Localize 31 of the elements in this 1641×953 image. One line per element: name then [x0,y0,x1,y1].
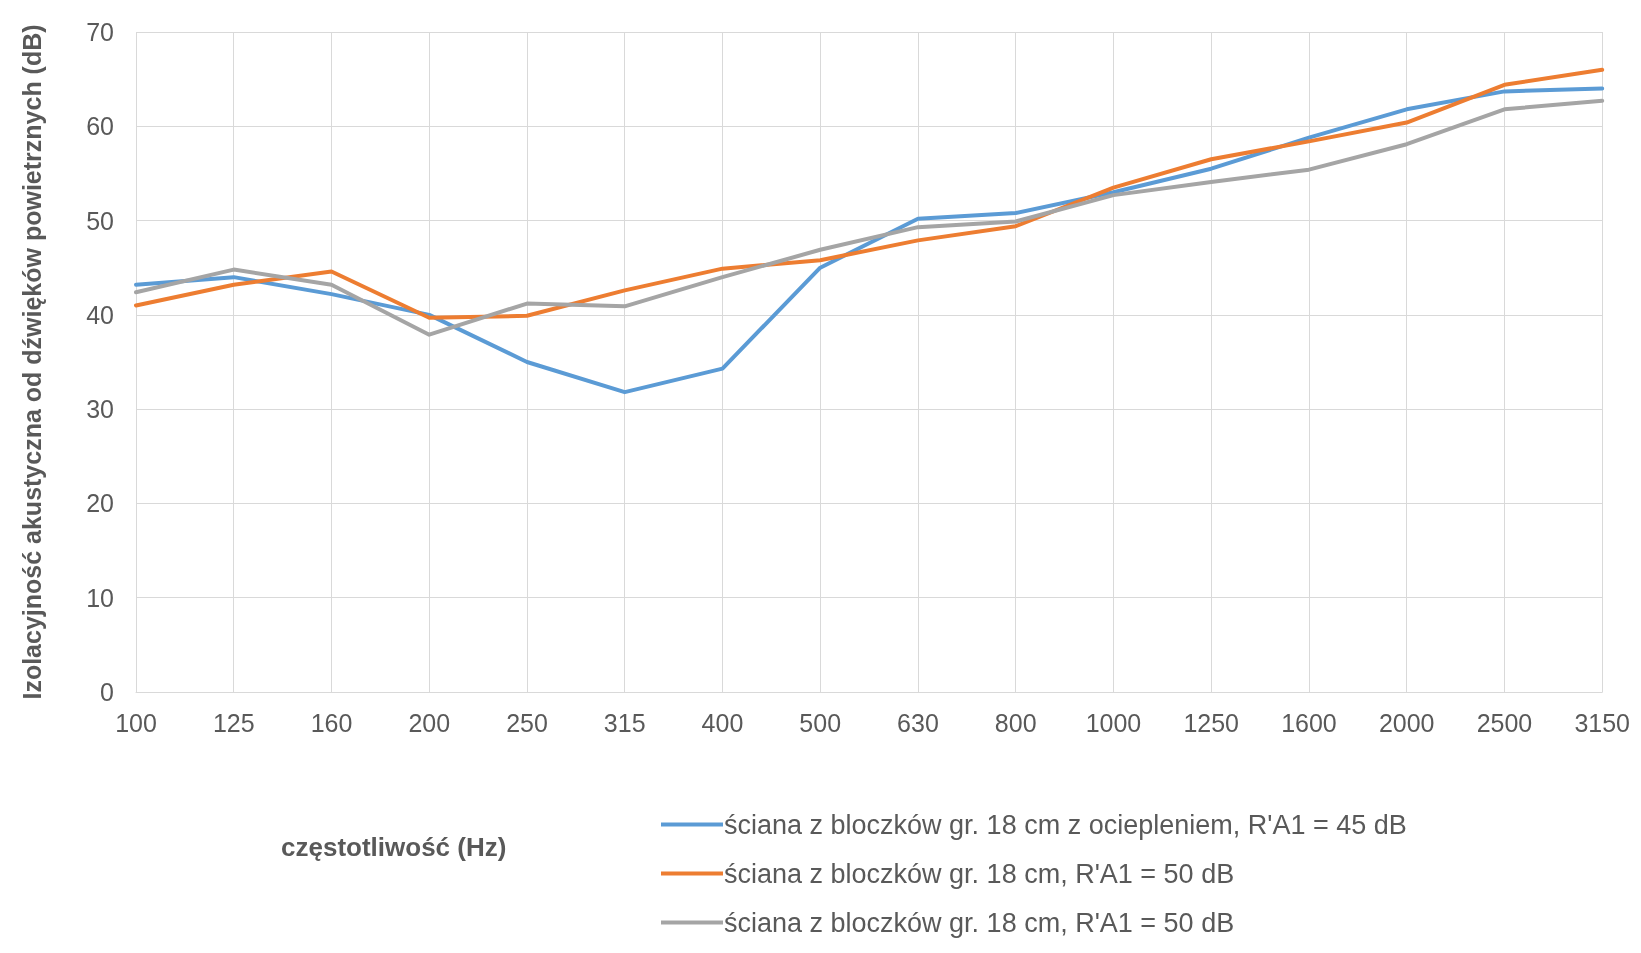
x-tick-label: 125 [212,708,255,737]
legend-label: ściana z bloczków gr. 18 cm, R'A1 = 50 dB [724,907,1235,938]
x-tick-label: 160 [310,708,353,737]
x-tick-label: 2500 [1476,708,1533,737]
y-tick-label: 20 [86,489,114,518]
x-tick-label: 2000 [1378,708,1435,737]
x-tick-label: 500 [799,708,842,737]
x-tick-label: 250 [506,708,548,737]
x-tick-label: 3150 [1574,708,1630,737]
y-tick-label: 10 [86,583,114,612]
line-series [134,67,1605,320]
x-tick-label: 1000 [1085,708,1142,737]
line-series [134,98,1605,337]
y-tick-label: 30 [86,395,114,424]
x-tick-label: 1250 [1183,708,1240,737]
x-tick-label: 100 [115,708,157,737]
legend-label: ściana z bloczków gr. 18 cm z ociepleniem, R'A1 = 45 dB [724,809,1407,840]
x-tick-label: 400 [701,708,744,737]
y-axis-title: Izolacyjność akustyczna od dźwięków powietrznych (dB) [17,24,46,700]
x-tick-label: 200 [408,708,451,737]
y-tick-label: 60 [86,112,114,141]
x-tick-label: 1600 [1281,708,1337,737]
y-tick-label: 0 [100,678,114,706]
y-tick-label: 70 [86,18,114,46]
x-tick-label: 800 [994,708,1037,737]
x-tick-label: 630 [897,708,939,737]
y-tick-label: 50 [86,206,114,235]
x-axis-title: częstotliwość (Hz) [281,832,507,862]
y-tick-label: 40 [86,300,114,329]
legend-label: ściana z bloczków gr. 18 cm, R'A1 = 50 dB [724,858,1235,889]
x-tick-label: 315 [603,708,646,737]
